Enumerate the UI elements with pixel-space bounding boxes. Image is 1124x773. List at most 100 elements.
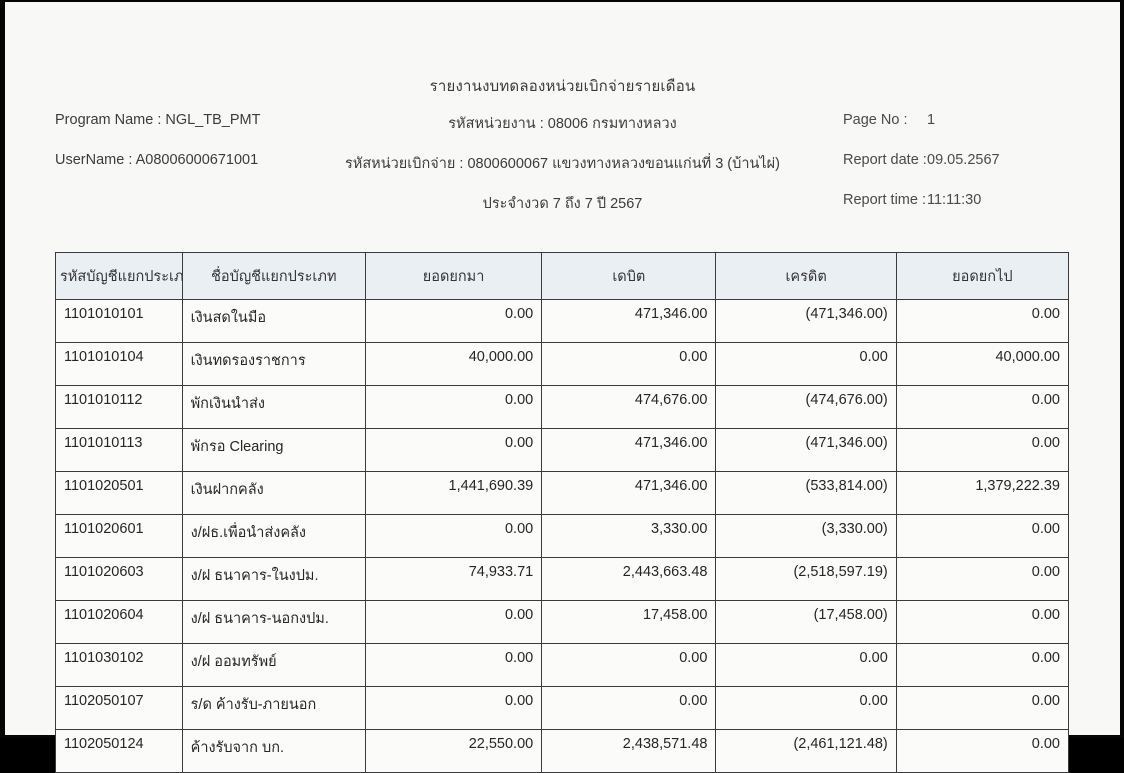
table-body: 1101010101 เงินสดในมือ 0.00 471,346.00 (…: [55, 299, 1070, 773]
account-name-cell: เงินทดรองราชการ: [181, 342, 366, 386]
report-date-label: Report date :: [843, 152, 927, 168]
table-row: 1101010101 เงินสดในมือ 0.00 471,346.00 (…: [55, 299, 1070, 343]
agency-code: รหัสหน่วยงาน : 08006 กรมทางหลวง: [448, 116, 677, 132]
trial-balance-table: รหัสบัญชีแยกประเภท ชื่อบัญชีแยกประเภท ยอ…: [55, 252, 1070, 773]
period-line: ประจำงวด 7 ถึง 7 ปี 2567: [482, 196, 643, 212]
account-code-cell: 1101020601: [55, 514, 183, 558]
account-code-cell: 1101030102: [55, 643, 183, 687]
report-title: รายงานงบทดลองหน่วยเบิกจ่ายรายเดือน: [429, 78, 696, 95]
debit-cell: 471,346.00: [541, 299, 717, 343]
begin-balance-cell: 0.00: [364, 514, 543, 558]
account-name-cell: ง/ฝ ธนาคาร-ในงปม.: [181, 557, 366, 601]
report-date-value: 09.05.2567: [927, 152, 1000, 168]
debit-cell: 0.00: [541, 686, 717, 730]
end-balance-cell: 0.00: [895, 643, 1070, 687]
begin-balance-cell: 0.00: [364, 385, 543, 429]
table-row: 1101020604 ง/ฝ ธนาคาร-นอกงปม. 0.00 17,45…: [55, 600, 1070, 644]
begin-balance-cell: 1,441,690.39: [364, 471, 543, 515]
table-row: 1101010112 พักเงินนำส่ง 0.00 474,676.00 …: [55, 385, 1070, 429]
account-name-cell: เงินสดในมือ: [181, 299, 366, 343]
credit-cell: (2,518,597.19): [715, 557, 897, 601]
col-header-credit: เครดิต: [715, 252, 897, 300]
account-code-cell: 1101010112: [55, 385, 183, 429]
end-balance-cell: 0.00: [895, 686, 1070, 730]
account-name-cell: ค้างรับจาก บก.: [181, 729, 366, 773]
account-name-cell: ง/ฝ ออมทรัพย์: [181, 643, 366, 687]
table-row: 1101010104 เงินทดรองราชการ 40,000.00 0.0…: [55, 342, 1070, 386]
col-header-end-balance: ยอดยกไป: [895, 252, 1070, 300]
account-code-cell: 1101010113: [55, 428, 183, 472]
table-header-row: รหัสบัญชีแยกประเภท ชื่อบัญชีแยกประเภท ยอ…: [55, 252, 1070, 300]
credit-cell: 0.00: [715, 686, 897, 730]
end-balance-cell: 0.00: [895, 557, 1070, 601]
scanned-page-frame: รายงานงบทดลองหน่วยเบิกจ่ายรายเดือน Progr…: [5, 2, 1120, 773]
user-name: UserName : A08006000671001: [55, 152, 259, 168]
table-row: 1101010113 พักรอ Clearing 0.00 471,346.0…: [55, 428, 1070, 472]
debit-cell: 2,443,663.48: [541, 557, 717, 601]
report-time-value: 11:11:30: [927, 192, 982, 208]
account-name-cell: ง/ฝ ธนาคาร-นอกงปม.: [181, 600, 366, 644]
begin-balance-cell: 22,550.00: [364, 729, 543, 773]
account-code-cell: 1102050124: [55, 729, 183, 773]
debit-cell: 474,676.00: [541, 385, 717, 429]
end-balance-cell: 0.00: [895, 385, 1070, 429]
account-name-cell: ร/ด ค้างรับ-ภายนอก: [181, 686, 366, 730]
account-code-cell: 1101020603: [55, 557, 183, 601]
report-page: รายงานงบทดลองหน่วยเบิกจ่ายรายเดือน Progr…: [5, 2, 1120, 773]
debit-cell: 471,346.00: [541, 471, 717, 515]
debit-cell: 0.00: [541, 643, 717, 687]
credit-cell: (17,458.00): [715, 600, 897, 644]
account-name-cell: พักรอ Clearing: [181, 428, 366, 472]
account-code-cell: 1101020501: [55, 471, 183, 515]
account-name-cell: ง/ฝธ.เพื่อนำส่งคลัง: [181, 514, 366, 558]
begin-balance-cell: 40,000.00: [364, 342, 543, 386]
program-name: Program Name : NGL_TB_PMT: [55, 112, 261, 128]
table-row: 1101030102 ง/ฝ ออมทรัพย์ 0.00 0.00 0.00 …: [55, 643, 1070, 687]
begin-balance-cell: 74,933.71: [364, 557, 543, 601]
table-row: 1101020601 ง/ฝธ.เพื่อนำส่งคลัง 0.00 3,33…: [55, 514, 1070, 558]
credit-cell: (471,346.00): [715, 428, 897, 472]
credit-cell: (533,814.00): [715, 471, 897, 515]
debit-cell: 0.00: [541, 342, 717, 386]
account-name-cell: พักเงินนำส่ง: [181, 385, 366, 429]
account-name-cell: เงินฝากคลัง: [181, 471, 366, 515]
credit-cell: (471,346.00): [715, 299, 897, 343]
table-row: 1101020603 ง/ฝ ธนาคาร-ในงปม. 74,933.71 2…: [55, 557, 1070, 601]
account-code-cell: 1101020604: [55, 600, 183, 644]
end-balance-cell: 1,379,222.39: [895, 471, 1070, 515]
col-header-begin-balance: ยอดยกมา: [364, 252, 543, 300]
end-balance-cell: 40,000.00: [895, 342, 1070, 386]
col-header-account-name: ชื่อบัญชีแยกประเภท: [181, 252, 366, 300]
account-code-cell: 1102050107: [55, 686, 183, 730]
credit-cell: (2,461,121.48): [715, 729, 897, 773]
begin-balance-cell: 0.00: [364, 299, 543, 343]
credit-cell: 0.00: [715, 342, 897, 386]
end-balance-cell: 0.00: [895, 299, 1070, 343]
begin-balance-cell: 0.00: [364, 643, 543, 687]
col-header-account-code: รหัสบัญชีแยกประเภท: [55, 252, 183, 300]
page-no-value: 1: [927, 112, 936, 128]
begin-balance-cell: 0.00: [364, 686, 543, 730]
credit-cell: (3,330.00): [715, 514, 897, 558]
credit-cell: (474,676.00): [715, 385, 897, 429]
disbursement-unit-code: รหัสหน่วยเบิกจ่าย : 0800600067 แขวงทางหล…: [344, 156, 780, 172]
account-code-cell: 1101010104: [55, 342, 183, 386]
begin-balance-cell: 0.00: [364, 428, 543, 472]
table-row: 1102050124 ค้างรับจาก บก. 22,550.00 2,43…: [55, 729, 1070, 773]
debit-cell: 2,438,571.48: [541, 729, 717, 773]
table-row: 1101020501 เงินฝากคลัง 1,441,690.39 471,…: [55, 471, 1070, 515]
credit-cell: 0.00: [715, 643, 897, 687]
end-balance-cell: 0.00: [895, 428, 1070, 472]
debit-cell: 17,458.00: [541, 600, 717, 644]
debit-cell: 471,346.00: [541, 428, 717, 472]
debit-cell: 3,330.00: [541, 514, 717, 558]
account-code-cell: 1101010101: [55, 299, 183, 343]
end-balance-cell: 0.00: [895, 514, 1070, 558]
end-balance-cell: 0.00: [895, 729, 1070, 773]
end-balance-cell: 0.00: [895, 600, 1070, 644]
col-header-debit: เดบิต: [541, 252, 717, 300]
page-no-label: Page No :: [843, 112, 908, 128]
begin-balance-cell: 0.00: [364, 600, 543, 644]
report-time-label: Report time :: [843, 192, 926, 208]
table-row: 1102050107 ร/ด ค้างรับ-ภายนอก 0.00 0.00 …: [55, 686, 1070, 730]
